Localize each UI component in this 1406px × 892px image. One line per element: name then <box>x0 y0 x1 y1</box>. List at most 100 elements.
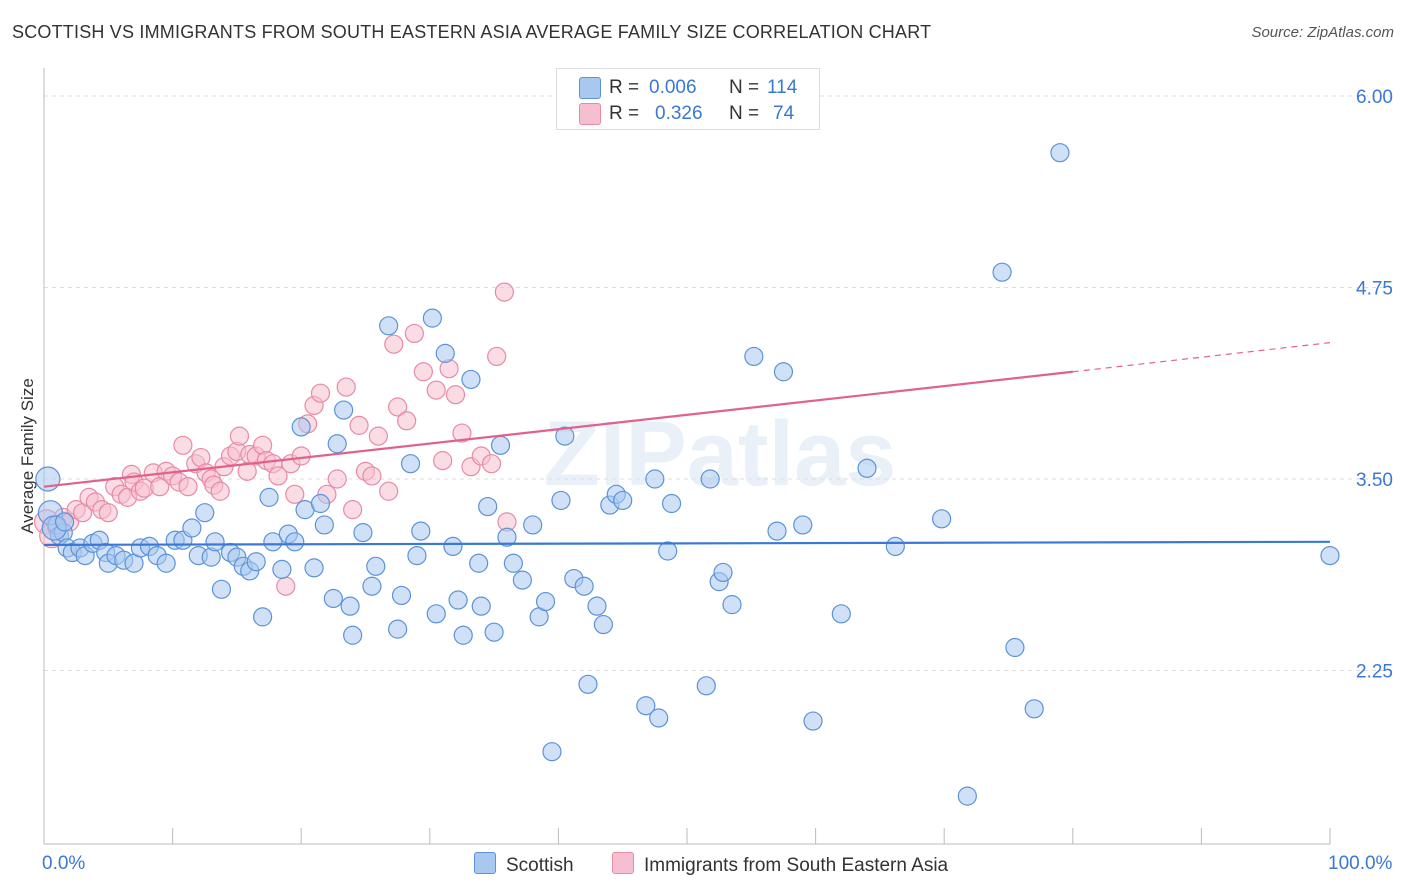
scottish-point-34 <box>259 487 279 507</box>
scottish-point-109 <box>1024 699 1044 719</box>
scottish-point-53 <box>388 619 408 639</box>
scottish-point-22 <box>182 518 202 538</box>
scottish-point-72 <box>512 570 532 590</box>
scottish-point-89 <box>649 708 669 728</box>
scottish-point-44 <box>323 588 343 609</box>
scottish-point-76 <box>542 742 562 762</box>
scottish-point-35 <box>263 532 283 552</box>
scottish-point-54 <box>391 585 412 606</box>
immigrants-point-62 <box>413 362 433 382</box>
immigrants-n-label: N = <box>729 103 760 124</box>
scottish-point-39 <box>291 417 311 437</box>
scottish-point-49 <box>353 523 373 543</box>
scottish-point-69 <box>490 435 511 455</box>
scottish-point-78 <box>555 426 575 446</box>
scottish-r-value: 0.006 <box>649 77 697 98</box>
scottish-point-65 <box>469 553 489 573</box>
scottish-point-73 <box>523 515 543 535</box>
immigrants-point-67 <box>452 423 472 443</box>
immigrants-legend-swatch <box>612 852 634 874</box>
scottish-point-103 <box>857 458 877 478</box>
scottish-point-106 <box>957 786 977 806</box>
scottish-point-104 <box>885 536 905 557</box>
scottish-point-58 <box>422 308 442 328</box>
scottish-point-47 <box>340 596 360 616</box>
scottish-point-80 <box>574 576 594 596</box>
immigrants-point-24 <box>178 477 198 497</box>
immigrants-point-41 <box>268 466 288 486</box>
immigrants-point-23 <box>173 435 193 455</box>
immigrants-point-58 <box>384 334 404 354</box>
scottish-point-90 <box>658 541 678 561</box>
chart-title: SCOTTISH VS IMMIGRANTS FROM SOUTH EASTER… <box>12 22 932 42</box>
scottish-point-75 <box>535 591 556 612</box>
scottish-point-77 <box>551 490 571 511</box>
scottish-point-48 <box>343 625 363 645</box>
watermark: ZIPatlas <box>544 403 897 505</box>
scottish-point-38 <box>285 532 305 552</box>
scottish-point-96 <box>722 595 742 615</box>
scottish-legend-label: Scottish <box>506 855 574 876</box>
correlation-legend: R = 0.006 N = 114 R = 0.326 N = 74 <box>556 68 820 130</box>
scottish-point-87 <box>636 696 656 716</box>
scottish-point-52 <box>379 316 399 336</box>
immigrants-point-52 <box>343 500 363 520</box>
scottish-trend-line <box>43 540 1331 546</box>
scottish-point-66 <box>471 596 491 616</box>
scottish-point-82 <box>587 596 607 616</box>
scottish-point-63 <box>453 625 473 645</box>
legend-item-immigrants[interactable]: Immigrants from South Eastern Asia <box>612 852 948 877</box>
scottish-point-60 <box>435 343 455 363</box>
axes <box>43 68 1331 845</box>
immigrants-point-59 <box>388 397 408 417</box>
immigrants-trend-extension <box>1072 342 1331 373</box>
scottish-point-91 <box>661 493 682 514</box>
immigrants-point-10 <box>98 503 118 523</box>
immigrants-trend-line <box>43 370 1073 488</box>
trend-lines <box>43 342 1331 546</box>
scottish-point-95 <box>713 562 733 583</box>
scottish-point-97 <box>744 346 764 367</box>
scottish-point-24 <box>195 503 215 523</box>
x-tick-min: 0.0% <box>42 853 86 874</box>
legend-item-scottish[interactable]: Scottish <box>474 852 574 877</box>
y-tick-label-0: 2.25 <box>1356 662 1393 683</box>
immigrants-point-50 <box>327 469 347 489</box>
y-tick-label-2: 4.75 <box>1356 279 1393 300</box>
y-tick-label-1: 3.50 <box>1356 470 1393 491</box>
scottish-r-label: R = <box>609 77 640 98</box>
scottish-point-59 <box>426 604 446 624</box>
scottish-point-88 <box>645 469 665 489</box>
scottish-swatch <box>579 77 601 99</box>
scottish-n-label: N = <box>729 77 760 98</box>
immigrants-point-56 <box>368 426 388 446</box>
source-label: Source: ZipAtlas.com <box>1251 24 1394 41</box>
immigrants-point-42 <box>276 576 296 596</box>
scottish-point-62 <box>448 590 468 610</box>
scottish-point-27 <box>211 579 232 599</box>
scottish-point-43 <box>314 515 334 535</box>
scottish-point-99 <box>773 362 794 382</box>
immigrants-point-48 <box>310 383 331 403</box>
scottish-point-45 <box>327 434 347 454</box>
immigrants-point-44 <box>285 484 305 504</box>
scottish-point-26 <box>205 532 225 552</box>
scottish-point-55 <box>400 454 421 474</box>
immigrants-point-45 <box>291 446 311 466</box>
scottish-point-42 <box>310 493 331 514</box>
scottish-point-46 <box>334 400 354 420</box>
immigrants-n-value: 74 <box>773 103 795 124</box>
scottish-point-83 <box>593 614 614 635</box>
scottish-point-98 <box>767 521 787 541</box>
scottish-point-100 <box>793 515 813 535</box>
scottish-point-64 <box>461 369 481 390</box>
immigrants-point-66 <box>445 385 466 405</box>
immigrants-point-60 <box>397 411 417 431</box>
immigrants-point-30 <box>210 481 230 501</box>
scottish-point-86 <box>613 490 633 511</box>
scottish-point-110 <box>1050 143 1070 163</box>
scottish-point-41 <box>304 558 324 578</box>
scottish-point-92 <box>696 676 716 696</box>
scottish-point-32 <box>246 552 266 572</box>
